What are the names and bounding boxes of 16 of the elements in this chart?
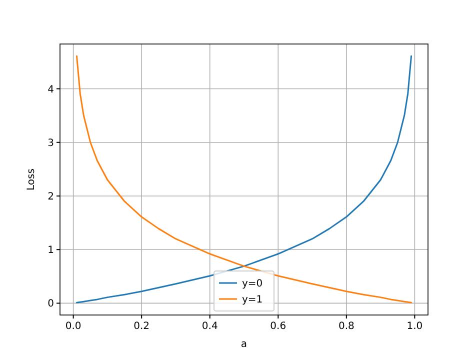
y-tick-label: 0 — [48, 298, 54, 310]
x-tick-label: 0.0 — [65, 321, 82, 332]
x-tick-label: 1.0 — [406, 321, 423, 332]
x-tick-label: 0.4 — [202, 321, 218, 332]
x-tick-label: 0.6 — [270, 321, 286, 332]
y-tick-label: 3 — [48, 138, 54, 149]
legend-label: y=0 — [242, 278, 263, 290]
y-tick-label: 1 — [48, 245, 54, 256]
x-tick-label: 0.2 — [134, 321, 150, 332]
y-tick-label: 4 — [48, 84, 54, 96]
line-series — [76, 55, 412, 304]
y-axis-title: Loss — [26, 168, 37, 190]
y-tick-label: 2 — [48, 191, 54, 202]
legend-label: y=1 — [242, 294, 263, 306]
x-axis-title: a — [240, 339, 248, 350]
x-tick-label: 0.8 — [338, 321, 354, 332]
